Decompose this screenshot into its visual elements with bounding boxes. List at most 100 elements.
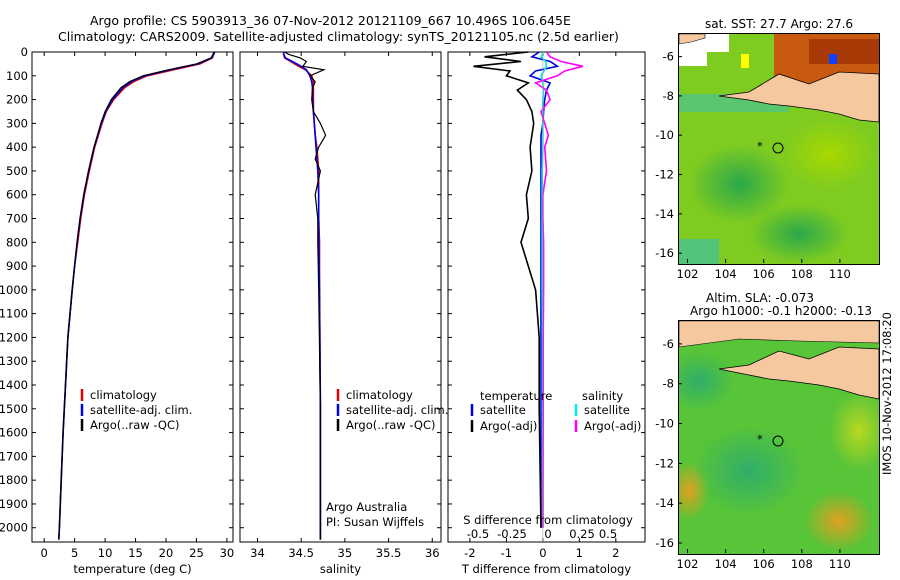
sla-patch [829,391,879,471]
x-tick-label: 20 [159,546,174,560]
legend-entry: Argo(-adj) [584,419,641,433]
x-tick-label: 25 [189,546,204,560]
map-y-tick-label: -14 [655,207,674,221]
map-x-tick-label: 106 [753,557,775,571]
x-tick-label: -1 [501,546,512,560]
legend-header: salinity [582,389,623,403]
tpanel-frame [31,51,234,543]
dpanel-frame [447,51,646,543]
sst-map-svg: * [679,34,879,264]
y-tick-label: 1200 [0,330,28,344]
sst-nodata [707,34,729,52]
sst-map-title: sat. SST: 27.7 Argo: 27.6 [705,17,854,31]
legend-entry: Argo(..raw -QC) [346,418,436,432]
y-tick-label: 1800 [0,473,28,487]
title-line-2: Climatology: CARS2009. Satellite-adjuste… [58,29,619,44]
top-tick-label: -0.25 [497,527,527,541]
x-tick-label: 0 [41,546,48,560]
x-tick-label: 0 [539,546,546,560]
map-x-tick-label: 108 [791,557,813,571]
legend-entry: satellite [584,403,630,417]
argo-position-circle [772,435,784,447]
x-tick-label: 34.5 [288,546,314,560]
legend-entry: Argo(..raw -QC) [90,418,180,432]
map-x-tick-label: 106 [753,267,775,281]
sumatra-coastline [679,34,706,45]
map-x-tick-label: 110 [829,557,851,571]
sla-patch [694,426,804,516]
top-axis-label: S difference from climatology [463,513,633,527]
sst-patch [689,144,789,224]
difference-panel: -2 -1 0 1 2 T difference from climatology temp… [447,51,646,576]
x-tick-label: 2 [612,546,619,560]
x-tick-label: 30 [220,546,235,560]
sla-map-svg: * [679,321,879,554]
map-y-tick-label: -12 [655,168,674,182]
profile-panels: 0100200300400500600700800900100011001200… [0,45,646,576]
map-y-tick-label: -6 [663,50,674,64]
top-tick-label: 0 [544,527,551,541]
sla-map-title-1: Altim. SLA: -0.073 [706,291,815,305]
sst-cold-pixel [829,54,837,64]
x-tick-label: -2 [464,546,475,560]
legend-entry: satellite-adj. clim. [346,403,448,417]
map-x-tick-label: 102 [677,267,699,281]
argo-marker-star: * [757,432,763,446]
legend-entry: satellite [480,403,526,417]
sla-map-title-2: Argo h1000: -0.1 h2000: -0.13 [690,304,872,318]
temperature-panel: 0100200300400500600700800900100011001200… [0,45,234,576]
series-line-0 [528,51,560,528]
x-tick-label: 15 [128,546,143,560]
map-x-tick-label: 102 [677,557,699,571]
sst-patch [784,119,874,189]
x-tick-label: 34 [250,546,265,560]
sst-patch [749,204,849,264]
series-line-3 [533,51,584,528]
map-x-tick-label: 104 [715,557,737,571]
y-tick-label: 500 [6,164,28,178]
legend-entry: satellite-adj. clim. [90,403,192,417]
spanel-frame [239,51,442,543]
y-tick-label: 1500 [0,402,28,416]
sla-map: * [678,320,880,555]
top-tick-label: 0.25 [569,527,595,541]
argo-marker-star: * [757,139,763,153]
java-coastline [718,71,879,123]
y-tick-label: 1000 [0,283,28,297]
legend-entry: climatology [90,388,157,402]
sla-patch [804,491,874,551]
sst-hot-pixel [741,54,749,68]
y-tick-label: 700 [6,212,28,226]
map-y-tick-label: -8 [663,89,674,103]
y-tick-label: 400 [6,140,28,154]
map-y-tick-label: -6 [663,337,674,351]
y-tick-label: 0 [21,45,28,59]
top-tick-label: -0.5 [467,527,489,541]
y-tick-label: 200 [6,93,28,107]
top-tick-label: 0.5 [599,527,617,541]
series-line-1 [282,52,322,540]
x-tick-label: 35 [338,546,353,560]
map-y-tick-label: -16 [655,536,674,550]
sst-warm-region [809,39,879,64]
x-tick-label: 35.5 [376,546,402,560]
map-x-tick-label: 108 [791,267,813,281]
y-tick-label: 1700 [0,449,28,463]
y-tick-label: 300 [6,116,28,130]
map-y-tick-label: -16 [655,246,674,260]
x-tick-label: 1 [576,546,583,560]
title-line-1: Argo profile: CS 5903913_36 07-Nov-2012 … [90,13,571,28]
series-line-2 [284,51,327,540]
map-y-tick-label: -8 [663,377,674,391]
argo-annotation: Argo Australia [326,500,407,514]
java-coastline [718,346,879,400]
y-tick-label: 2000 [0,521,28,535]
y-tick-label: 1900 [0,497,28,511]
x-axis-label: T difference from climatology [461,562,632,576]
map-y-tick-label: -14 [655,496,674,510]
map-y-tick-label: -10 [655,417,674,431]
argo-position-circle [772,142,784,154]
y-tick-label: 900 [6,259,28,273]
x-tick-label: 10 [98,546,113,560]
